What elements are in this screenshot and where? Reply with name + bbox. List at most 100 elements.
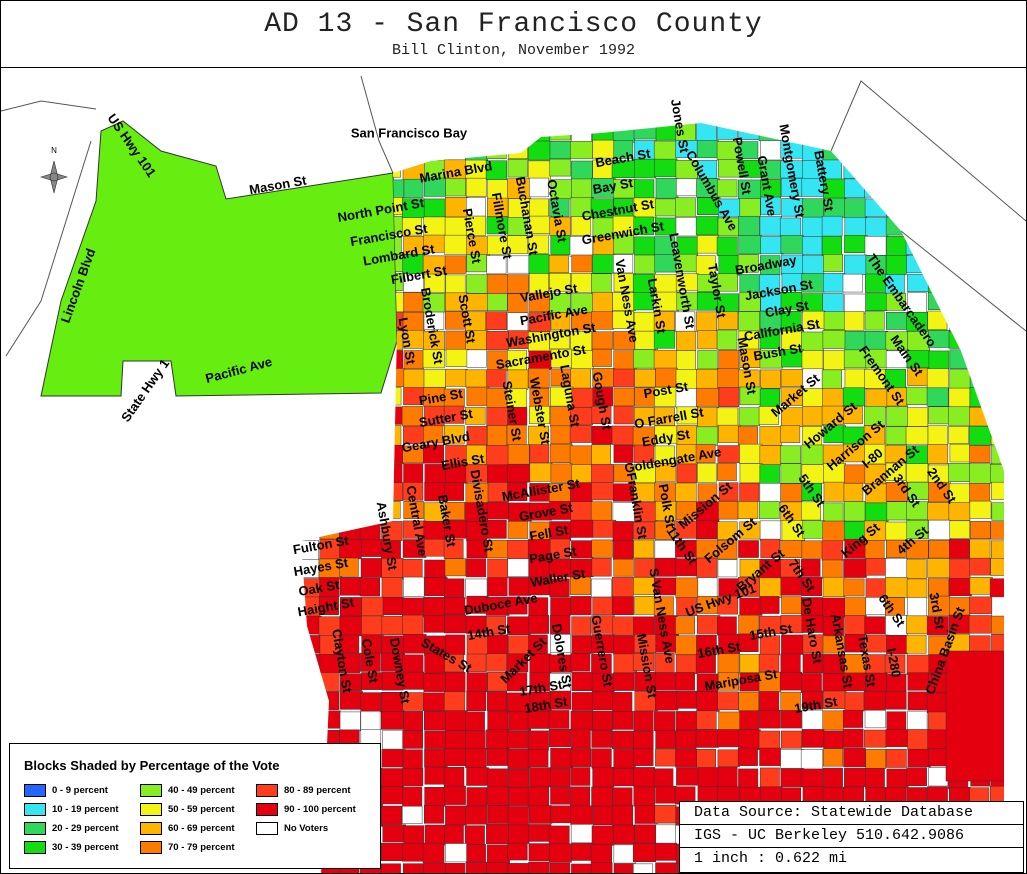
block: [318, 481, 339, 503]
block: [360, 558, 384, 578]
block: [571, 635, 594, 654]
block: [381, 463, 403, 484]
block: [907, 710, 928, 731]
block: [906, 197, 930, 218]
block: [360, 425, 382, 444]
block: [613, 234, 634, 255]
block: [340, 425, 362, 445]
block: [717, 368, 740, 388]
block: [759, 691, 780, 711]
block: [886, 406, 908, 427]
block: [402, 768, 424, 786]
block: [864, 709, 886, 729]
block: [464, 825, 485, 845]
block: [653, 711, 676, 732]
block: [486, 141, 507, 159]
block: [801, 482, 823, 501]
block: [301, 672, 322, 690]
block: [780, 749, 804, 770]
block: [823, 273, 846, 293]
block: [487, 558, 510, 579]
block: [301, 462, 321, 483]
block: [612, 331, 635, 350]
block: [759, 369, 781, 389]
block: [717, 749, 740, 768]
block: [507, 806, 529, 826]
block: [927, 123, 950, 141]
block: [486, 844, 510, 865]
block: [655, 500, 677, 521]
legend-label: 40 - 49 percent: [168, 785, 235, 796]
block: [801, 350, 824, 370]
block: [991, 634, 1004, 653]
block: [864, 311, 885, 331]
block: [444, 578, 465, 598]
block: [842, 273, 864, 293]
block: [865, 217, 889, 238]
block: [907, 672, 929, 691]
block: [695, 729, 719, 748]
block: [717, 691, 739, 711]
block: [780, 445, 801, 464]
block: [466, 672, 488, 693]
block: [969, 217, 993, 235]
block: [989, 274, 1004, 293]
block: [528, 312, 551, 332]
block: [991, 481, 1004, 500]
block: [529, 444, 550, 464]
legend-swatch: [256, 822, 278, 835]
legend-swatch: [140, 841, 162, 854]
block: [612, 123, 636, 143]
block: [884, 654, 906, 673]
block: [381, 805, 402, 825]
block: [885, 482, 908, 502]
block: [802, 123, 824, 140]
legend-swatch: [140, 803, 162, 816]
block: [926, 616, 949, 636]
block: [359, 577, 381, 597]
block: [422, 842, 445, 864]
block: [843, 501, 866, 522]
block: [716, 329, 738, 350]
block: [948, 425, 969, 444]
block: [507, 255, 531, 274]
block: [844, 311, 865, 331]
block: [445, 863, 465, 873]
block: [571, 863, 595, 873]
block: [444, 425, 465, 445]
block: [401, 842, 426, 862]
block: [991, 502, 1004, 521]
block: [424, 559, 447, 578]
block: [339, 444, 362, 465]
block: [907, 139, 930, 160]
block: [529, 405, 550, 425]
block: [843, 464, 867, 484]
block: [696, 387, 719, 407]
block: [570, 653, 591, 672]
block: [780, 710, 802, 729]
block: [634, 805, 659, 824]
block: [991, 159, 1004, 178]
block: [970, 331, 991, 351]
block: [717, 766, 738, 788]
block: [759, 709, 781, 729]
block: [571, 123, 592, 143]
block: [991, 236, 1004, 254]
block: [381, 711, 404, 730]
block: [696, 235, 719, 254]
block: [844, 767, 867, 787]
block: [571, 216, 592, 236]
block: [550, 786, 571, 805]
block: [634, 254, 657, 274]
block: [506, 464, 531, 483]
block: [301, 709, 320, 730]
block: [844, 178, 865, 199]
block: [487, 293, 508, 312]
block: [801, 729, 825, 748]
block: [759, 426, 782, 446]
block: [885, 426, 908, 445]
block: [739, 710, 760, 730]
block: [948, 502, 971, 521]
header: AD 13 - San Francisco County Bill Clinto…: [1, 1, 1026, 68]
block: [424, 710, 447, 731]
